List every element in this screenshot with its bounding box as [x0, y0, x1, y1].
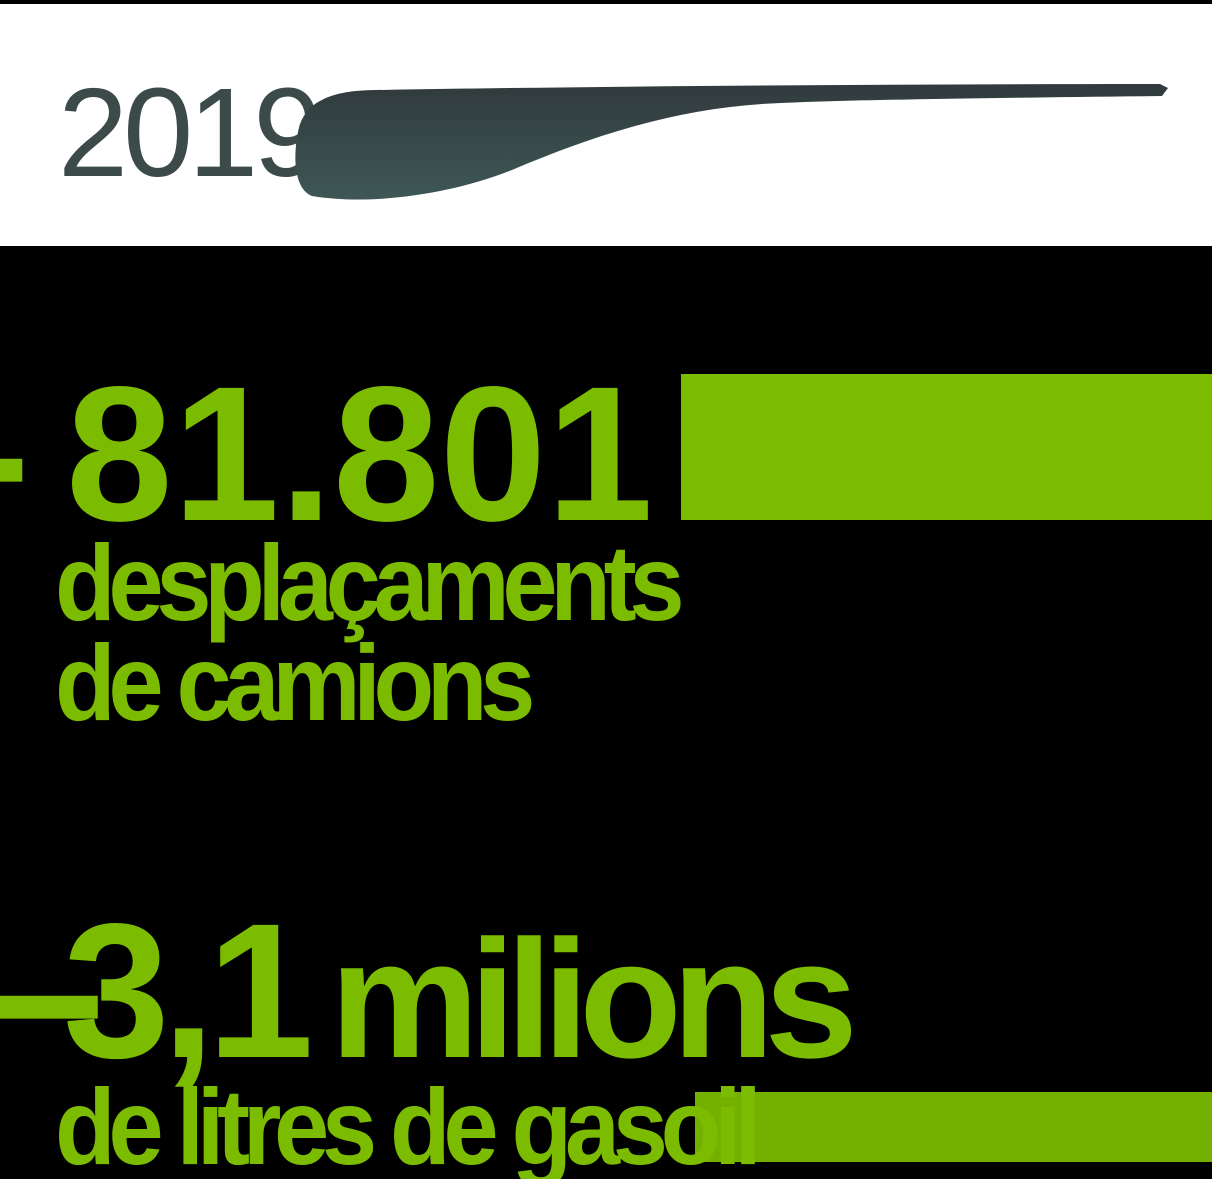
- stat-number-trucks: -81.801: [0, 358, 653, 550]
- stat-value: 3,1: [62, 883, 314, 1098]
- stat-label-trucks-line2: de camions: [55, 622, 535, 743]
- minus-sign: -: [0, 358, 30, 550]
- swoosh-graphic: [295, 84, 1169, 200]
- year-label: 2019: [58, 62, 323, 203]
- header-band: 2019: [0, 4, 1212, 246]
- green-highlight-bar-bottom: [695, 1092, 1212, 1162]
- stat-unit: milions: [329, 905, 858, 1093]
- stat-value: 81.801: [65, 346, 654, 561]
- green-highlight-bar-top: [681, 374, 1212, 520]
- minus-sign: -: [0, 895, 115, 1087]
- stat-label-diesel-line1: de litres de gasoil: [55, 1066, 762, 1179]
- stat-label-trucks-line1: desplaçaments: [55, 522, 685, 643]
